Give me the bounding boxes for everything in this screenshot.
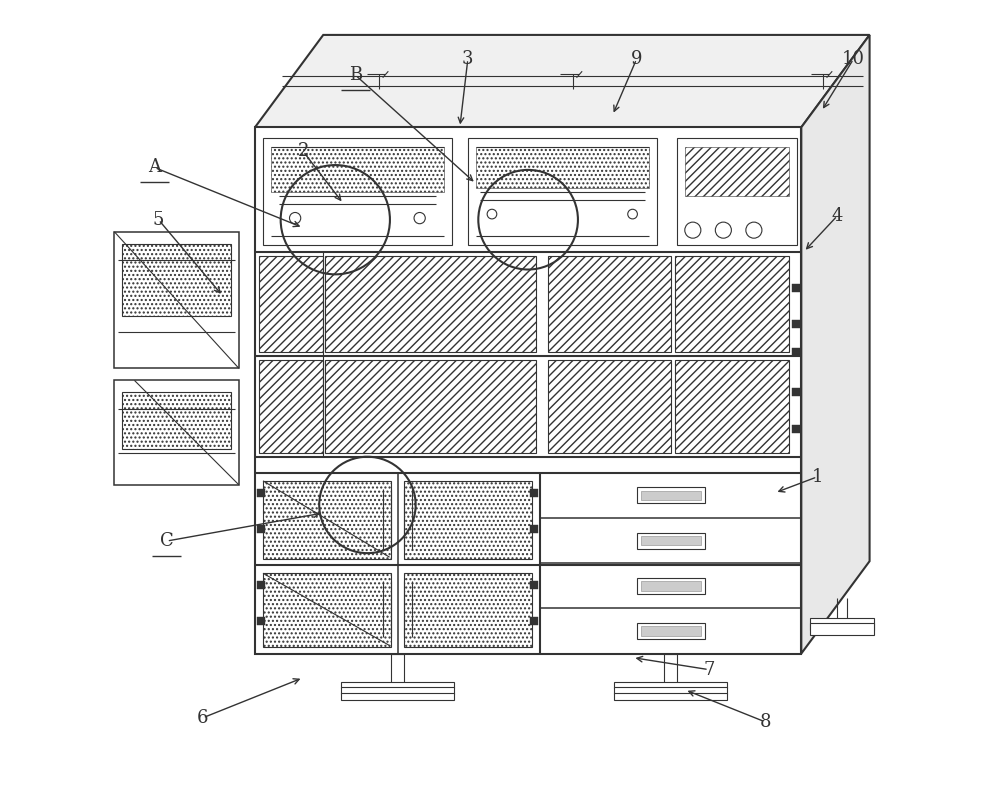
Bar <box>325 360 536 453</box>
Bar <box>548 360 671 453</box>
Bar <box>122 392 231 449</box>
Bar <box>675 256 789 352</box>
Bar <box>257 617 265 625</box>
Bar <box>530 617 538 625</box>
Bar <box>637 578 705 594</box>
Bar <box>641 536 701 545</box>
Text: 10: 10 <box>842 50 865 68</box>
Bar <box>685 147 789 196</box>
Bar <box>810 618 874 630</box>
Text: 5: 5 <box>153 210 164 229</box>
Text: 9: 9 <box>631 50 642 68</box>
Bar <box>637 487 705 503</box>
Text: B: B <box>349 66 362 84</box>
Polygon shape <box>801 35 870 654</box>
Bar <box>792 388 800 396</box>
Bar <box>341 682 454 688</box>
Bar <box>122 244 231 316</box>
Bar <box>530 489 538 497</box>
Bar <box>325 256 536 352</box>
Bar <box>114 231 239 368</box>
Bar <box>341 688 454 694</box>
Bar <box>341 693 454 700</box>
Bar <box>530 581 538 589</box>
Bar <box>404 574 532 647</box>
Polygon shape <box>255 35 870 127</box>
Bar <box>792 348 800 356</box>
Text: 7: 7 <box>703 661 715 679</box>
Text: 8: 8 <box>759 713 771 731</box>
Text: 6: 6 <box>197 709 208 726</box>
Bar <box>530 525 538 533</box>
Bar <box>259 256 323 352</box>
Bar <box>810 624 874 636</box>
Bar <box>255 127 801 654</box>
Text: A: A <box>148 159 161 176</box>
Bar <box>257 489 265 497</box>
Bar <box>257 525 265 533</box>
Bar <box>404 481 532 559</box>
Bar <box>468 138 657 245</box>
Bar <box>614 688 727 694</box>
Text: 1: 1 <box>812 468 823 486</box>
Bar <box>271 147 444 192</box>
Bar <box>263 574 391 647</box>
Bar <box>675 360 789 453</box>
Bar <box>263 481 391 559</box>
Text: 3: 3 <box>462 50 474 68</box>
Bar <box>614 693 727 700</box>
Text: C: C <box>160 532 173 550</box>
Bar <box>641 490 701 500</box>
Bar <box>259 360 323 453</box>
Bar <box>476 147 649 188</box>
Bar <box>257 581 265 589</box>
Bar <box>792 284 800 292</box>
Bar <box>114 380 239 485</box>
Bar <box>637 532 705 549</box>
Bar <box>637 623 705 639</box>
Bar <box>792 425 800 433</box>
Bar <box>641 581 701 591</box>
Bar <box>548 256 671 352</box>
Text: 4: 4 <box>832 206 843 225</box>
Bar <box>677 138 797 245</box>
Bar <box>614 682 727 688</box>
Bar <box>263 138 452 245</box>
Bar <box>792 320 800 328</box>
Text: 2: 2 <box>297 142 309 160</box>
Bar <box>641 626 701 636</box>
